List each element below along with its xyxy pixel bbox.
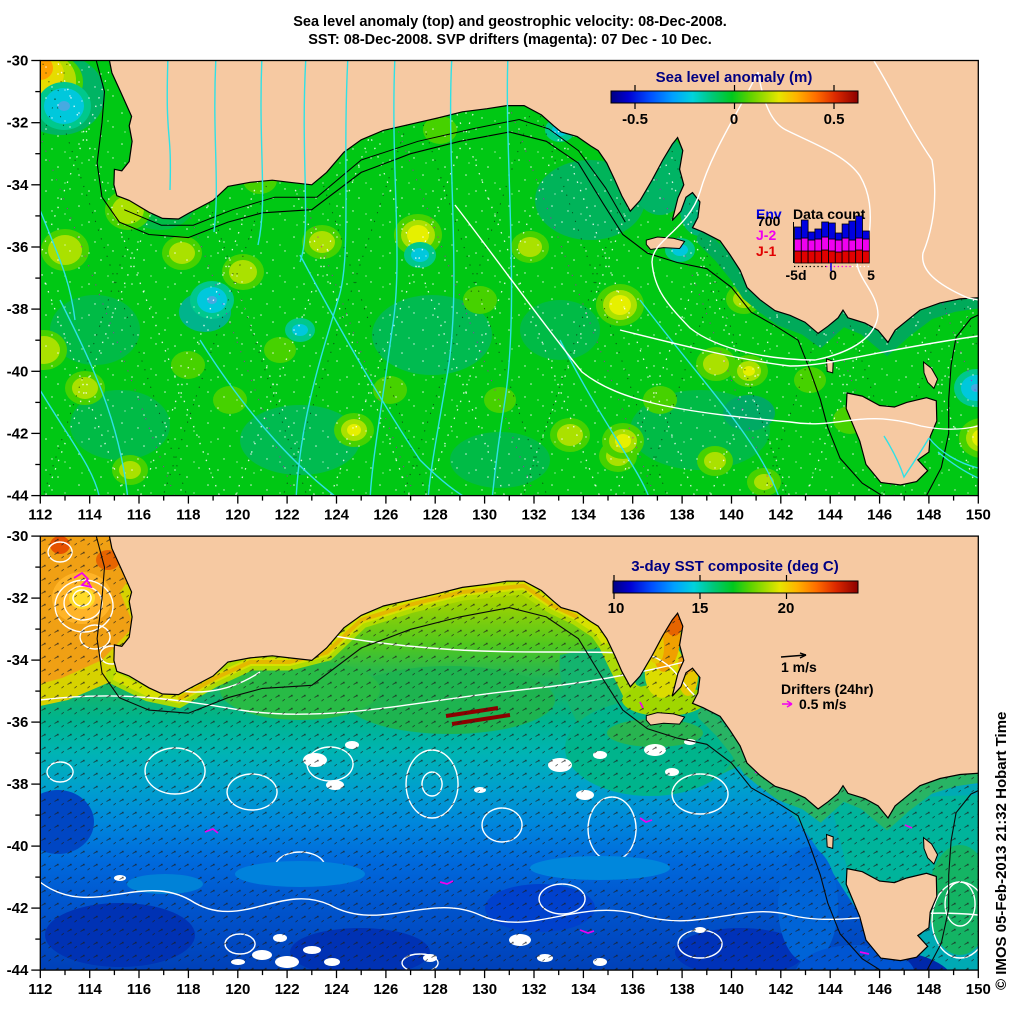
svg-text:-42: -42: [7, 900, 29, 917]
svg-text:-32: -32: [7, 115, 29, 132]
svg-text:-0.5: -0.5: [622, 111, 648, 128]
svg-text:126: 126: [373, 981, 398, 998]
svg-text:130: 130: [472, 981, 497, 998]
svg-text:112: 112: [28, 507, 52, 524]
svg-text:© IMOS 05-Feb-2013 21:32 Hobar: © IMOS 05-Feb-2013 21:32 Hobart Time: [993, 712, 1010, 990]
svg-text:146: 146: [867, 981, 892, 998]
svg-text:140: 140: [719, 981, 744, 998]
svg-text:-40: -40: [7, 838, 29, 855]
svg-text:130: 130: [472, 507, 497, 524]
svg-text:-36: -36: [7, 714, 29, 731]
svg-text:116: 116: [127, 981, 151, 998]
svg-text:134: 134: [571, 507, 597, 524]
svg-text:-36: -36: [7, 239, 29, 256]
svg-text:138: 138: [670, 981, 695, 998]
svg-text:-38: -38: [7, 776, 29, 793]
svg-text:134: 134: [571, 981, 597, 998]
svg-text:124: 124: [324, 507, 350, 524]
svg-text:-32: -32: [7, 590, 29, 607]
svg-text:132: 132: [521, 507, 546, 524]
svg-text:148: 148: [916, 507, 941, 524]
svg-text:20: 20: [778, 600, 795, 617]
svg-text:122: 122: [275, 981, 300, 998]
svg-text:15: 15: [692, 600, 709, 617]
svg-text:-40: -40: [7, 363, 29, 380]
svg-text:-42: -42: [7, 425, 29, 442]
svg-text:5: 5: [867, 267, 875, 283]
svg-text:120: 120: [225, 507, 250, 524]
svg-text:150: 150: [966, 507, 991, 524]
svg-text:120: 120: [225, 981, 250, 998]
svg-text:138: 138: [670, 507, 695, 524]
svg-text:122: 122: [275, 507, 300, 524]
svg-text:116: 116: [127, 507, 151, 524]
svg-text:700: 700: [757, 213, 781, 229]
svg-text:-34: -34: [7, 652, 29, 669]
svg-text:114: 114: [78, 507, 103, 524]
svg-text:J-1: J-1: [756, 243, 776, 259]
svg-text:136: 136: [620, 981, 645, 998]
svg-text:150: 150: [966, 981, 991, 998]
svg-text:144: 144: [818, 981, 844, 998]
svg-text:1 m/s: 1 m/s: [781, 659, 817, 675]
svg-text:-44: -44: [7, 962, 29, 979]
svg-text:J-2: J-2: [756, 227, 776, 243]
svg-text:SST: 08-Dec-2008. SVP drifters: SST: 08-Dec-2008. SVP drifters (magenta)…: [308, 32, 712, 48]
svg-text:-30: -30: [7, 53, 29, 70]
svg-text:124: 124: [324, 981, 350, 998]
svg-text:0: 0: [730, 111, 738, 128]
svg-text:148: 148: [916, 981, 941, 998]
svg-text:126: 126: [373, 507, 398, 524]
svg-text:146: 146: [867, 507, 892, 524]
svg-text:-38: -38: [7, 301, 29, 318]
svg-text:-34: -34: [7, 177, 29, 194]
svg-text:-5d: -5d: [786, 267, 807, 283]
svg-text:Sea level anomaly (m): Sea level anomaly (m): [656, 69, 813, 86]
svg-text:142: 142: [768, 981, 793, 998]
svg-text:118: 118: [176, 507, 200, 524]
svg-text:Drifters (24hr): Drifters (24hr): [781, 681, 874, 697]
svg-text:10: 10: [608, 600, 625, 617]
svg-text:112: 112: [28, 981, 52, 998]
svg-text:-30: -30: [7, 528, 29, 545]
svg-text:0.5: 0.5: [824, 111, 845, 128]
svg-text:136: 136: [620, 507, 645, 524]
svg-text:140: 140: [719, 507, 744, 524]
svg-text:Sea level anomaly (top) and ge: Sea level anomaly (top) and geostrophic …: [293, 14, 727, 30]
svg-text:Data count: Data count: [793, 206, 866, 222]
svg-text:3-day SST composite (deg C): 3-day SST composite (deg C): [631, 558, 839, 575]
svg-text:0.5 m/s: 0.5 m/s: [799, 696, 847, 712]
svg-text:0: 0: [829, 267, 837, 283]
svg-text:Env: Env: [756, 206, 782, 222]
svg-text:128: 128: [423, 981, 448, 998]
svg-text:132: 132: [521, 981, 546, 998]
svg-text:142: 142: [768, 507, 793, 524]
svg-text:118: 118: [176, 981, 200, 998]
svg-text:-44: -44: [7, 488, 29, 505]
svg-text:128: 128: [423, 507, 448, 524]
svg-text:144: 144: [818, 507, 844, 524]
svg-text:114: 114: [78, 981, 103, 998]
